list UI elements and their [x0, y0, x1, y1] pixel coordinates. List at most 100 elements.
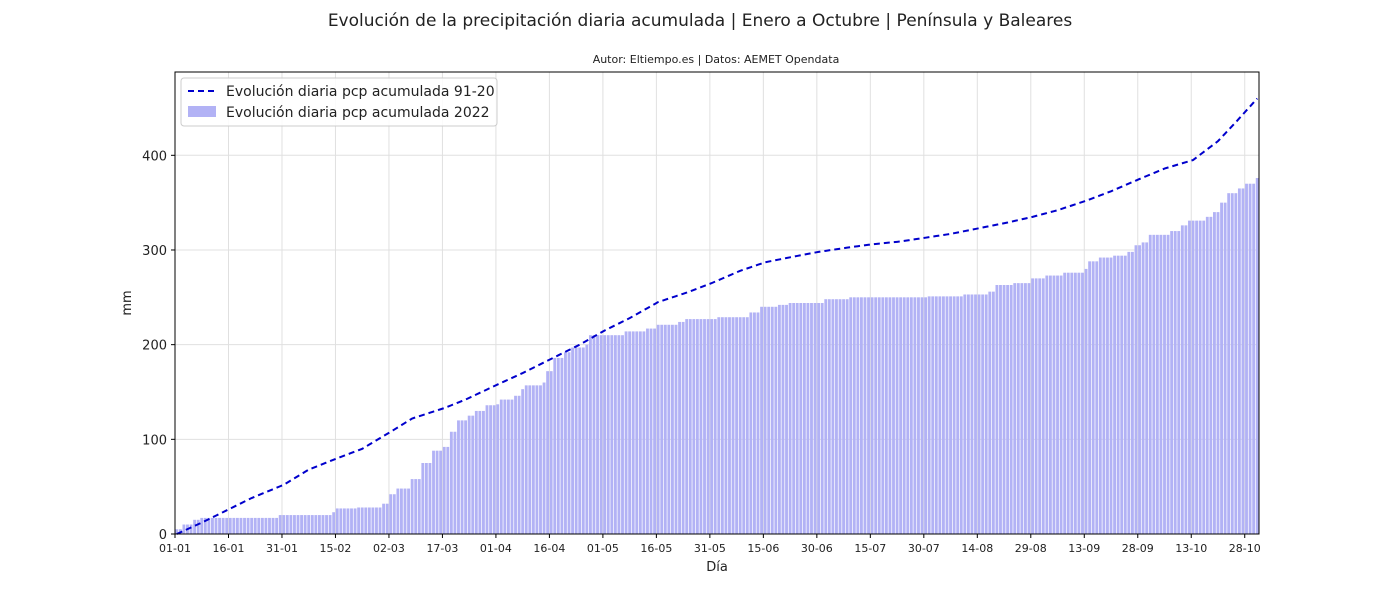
bar-2022	[310, 515, 314, 534]
bar-2022	[738, 317, 742, 534]
bar-2022	[703, 319, 706, 534]
bar-2022	[1148, 234, 1152, 534]
bar-2022	[792, 303, 796, 534]
bar-2022	[596, 335, 599, 534]
bar-2022	[656, 324, 660, 534]
bar-2022	[1106, 257, 1109, 534]
bar-2022	[995, 285, 999, 534]
bar-2022	[892, 297, 895, 534]
bar-2022	[1123, 255, 1127, 534]
x-tick-label: 01-05	[587, 542, 619, 555]
bar-2022	[1091, 261, 1095, 534]
bar-2022	[278, 515, 282, 534]
bar-2022	[189, 524, 193, 534]
bar-2022	[574, 347, 578, 534]
bar-2022	[1202, 220, 1206, 534]
legend-label-normal: Evolución diaria pcp acumulada 91-20	[226, 84, 495, 100]
legend-label-2022: Evolución diaria pcp acumulada 2022	[226, 105, 490, 121]
bar-2022	[464, 420, 468, 534]
bar-2022	[624, 331, 628, 534]
bar-2022	[200, 517, 204, 534]
bar-2022	[478, 410, 482, 534]
bar-2022	[335, 508, 339, 534]
bar-2022	[364, 507, 368, 534]
bar-2022	[296, 515, 300, 534]
bar-2022	[407, 488, 410, 534]
bar-2022	[1241, 188, 1245, 534]
bar-2022	[482, 410, 485, 534]
bar-2022	[553, 357, 557, 534]
bar-2022	[706, 319, 710, 534]
bar-2022	[1031, 278, 1034, 534]
x-tick-label: 13-10	[1175, 542, 1207, 555]
bar-2022	[877, 297, 881, 534]
bar-2022	[863, 297, 867, 534]
bar-2022	[218, 517, 221, 534]
bar-2022	[685, 319, 689, 534]
y-tick-label: 200	[142, 339, 167, 354]
bar-2022	[588, 335, 592, 534]
bar-2022	[917, 297, 920, 534]
bar-2022	[884, 297, 888, 534]
bar-2022	[253, 517, 257, 534]
bar-2022	[1009, 285, 1013, 534]
bar-2022	[1159, 234, 1163, 534]
bar-2022	[1070, 272, 1074, 534]
bar-2022	[293, 515, 296, 534]
bar-2022	[653, 328, 657, 534]
bar-2022	[1084, 268, 1088, 534]
bar-2022	[243, 517, 246, 534]
bar-2022	[1155, 234, 1159, 534]
plot-frame	[174, 71, 1260, 535]
bar-2022	[578, 347, 582, 534]
bar-2022	[1056, 275, 1059, 534]
bar-2022	[1205, 216, 1209, 534]
x-tick-label: 15-06	[747, 542, 779, 555]
bar-2022	[1152, 234, 1156, 534]
bar-2022	[934, 296, 938, 534]
bar-2022	[546, 371, 550, 534]
bar-2022	[1098, 257, 1102, 534]
bar-2022	[1052, 275, 1056, 534]
y-tick-label: 300	[142, 244, 167, 259]
bar-2022	[859, 297, 863, 534]
bar-2022	[457, 420, 460, 534]
x-tick-label: 14-08	[961, 542, 993, 555]
bar-2022	[909, 297, 913, 534]
bar-2022	[749, 312, 753, 534]
bar-2022	[888, 297, 892, 534]
bar-2022	[845, 299, 849, 534]
bar-2022	[1120, 255, 1124, 534]
bar-2022	[592, 335, 596, 534]
bar-2022	[357, 507, 361, 534]
bar-2022	[849, 297, 853, 534]
bar-2022	[599, 335, 603, 534]
x-tick-label: 13-09	[1068, 542, 1100, 555]
bar-2022	[528, 385, 532, 534]
bar-2022	[603, 335, 607, 534]
bar-2022	[802, 303, 806, 534]
bar-2022	[1173, 231, 1177, 534]
bar-2022	[681, 321, 685, 534]
bar-2022	[899, 297, 903, 534]
bar-2022	[474, 410, 478, 534]
bar-2022	[378, 507, 382, 534]
bar-2022	[820, 303, 824, 534]
bar-2022	[271, 517, 275, 534]
bar-2022	[257, 517, 261, 534]
bar-2022	[1191, 220, 1195, 534]
bar-2022	[492, 405, 496, 534]
chart-title: Evolución de la precipitación diaria acu…	[328, 11, 1073, 31]
bar-2022	[442, 446, 446, 534]
bar-2022	[282, 515, 286, 534]
bar-2022	[514, 395, 517, 534]
bar-2022	[581, 347, 585, 534]
bar-2022	[250, 517, 254, 534]
bar-2022	[1198, 220, 1202, 534]
bar-2022	[517, 395, 521, 534]
bar-2022	[531, 385, 535, 534]
bar-2022	[539, 385, 542, 534]
bar-2022	[785, 304, 788, 534]
bar-2022	[1188, 220, 1191, 534]
